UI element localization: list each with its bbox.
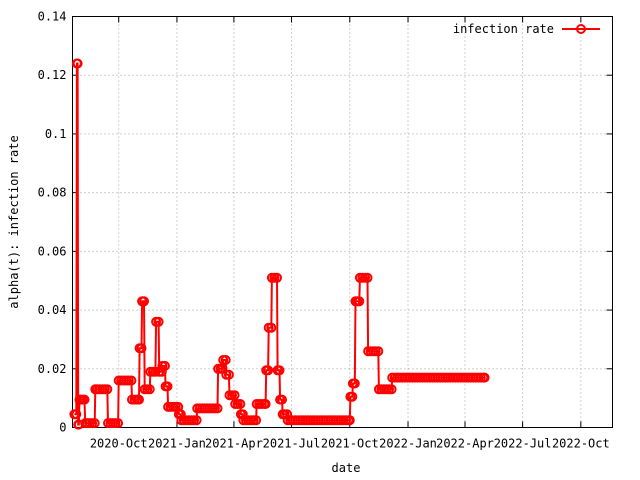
data-point bbox=[144, 384, 155, 395]
data-point bbox=[274, 365, 285, 376]
data-point bbox=[344, 415, 355, 426]
grid bbox=[72, 16, 613, 428]
data-point bbox=[71, 409, 82, 420]
data-point bbox=[223, 369, 234, 380]
x-axis-title: date bbox=[332, 461, 361, 475]
x-tick-label: 2021-Oct bbox=[321, 437, 379, 451]
x-tick-label: 2021-Apr bbox=[205, 437, 263, 451]
legend: infection rate bbox=[453, 22, 600, 36]
data-point bbox=[150, 366, 161, 377]
data-point bbox=[139, 296, 149, 307]
data-point bbox=[263, 365, 274, 376]
data-point bbox=[277, 394, 287, 405]
data-point bbox=[220, 355, 231, 365]
y-tick-label: 0.08 bbox=[38, 186, 67, 200]
data-point bbox=[113, 418, 124, 429]
y-tick-label: 0.1 bbox=[45, 127, 67, 141]
x-tick-label: 2022-Jul bbox=[494, 437, 552, 451]
data-point bbox=[134, 394, 144, 405]
x-tick-label: 2021-Jan bbox=[148, 437, 206, 451]
data-point bbox=[126, 375, 137, 386]
data-point bbox=[373, 346, 384, 357]
data-point bbox=[347, 391, 358, 402]
y-tick-label: 0 bbox=[59, 421, 66, 435]
data-point bbox=[349, 378, 360, 389]
data-point bbox=[251, 415, 262, 426]
data-point bbox=[479, 372, 490, 383]
data-point bbox=[272, 272, 282, 283]
data-point bbox=[191, 415, 202, 426]
data-point bbox=[153, 316, 164, 327]
x-tick-label: 2022-Oct bbox=[552, 437, 610, 451]
y-tick-label: 0.02 bbox=[38, 362, 67, 376]
data-point bbox=[235, 399, 246, 409]
data-point bbox=[72, 58, 83, 69]
plot-frame bbox=[72, 16, 613, 428]
data-series bbox=[69, 58, 490, 430]
data-point bbox=[266, 322, 277, 333]
data-point bbox=[79, 394, 90, 405]
data-point bbox=[136, 343, 147, 354]
legend-label: infection rate bbox=[453, 22, 554, 36]
x-tick-label: 2022-Apr bbox=[436, 437, 494, 451]
data-point bbox=[260, 399, 271, 409]
data-point bbox=[159, 360, 170, 371]
y-tick-label: 0.04 bbox=[38, 303, 67, 317]
data-point bbox=[212, 403, 223, 414]
legend-marker-swatch bbox=[576, 24, 586, 34]
data-point bbox=[362, 272, 373, 283]
series-line bbox=[74, 62, 485, 426]
y-tick-label: 0.12 bbox=[38, 68, 67, 82]
data-point bbox=[354, 296, 365, 307]
data-point bbox=[162, 381, 173, 392]
data-point bbox=[102, 384, 113, 395]
data-point bbox=[89, 418, 100, 429]
y-tick-label: 0.14 bbox=[38, 10, 67, 24]
y-tick-label: 0.06 bbox=[38, 244, 67, 258]
x-tick-label: 2020-Oct bbox=[90, 437, 148, 451]
x-tick-label: 2022-Jan bbox=[379, 437, 437, 451]
x-tick-label: 2021-Jul bbox=[263, 437, 321, 451]
data-point bbox=[386, 384, 397, 395]
y-axis-title: alpha(t): infection rate bbox=[7, 135, 21, 308]
